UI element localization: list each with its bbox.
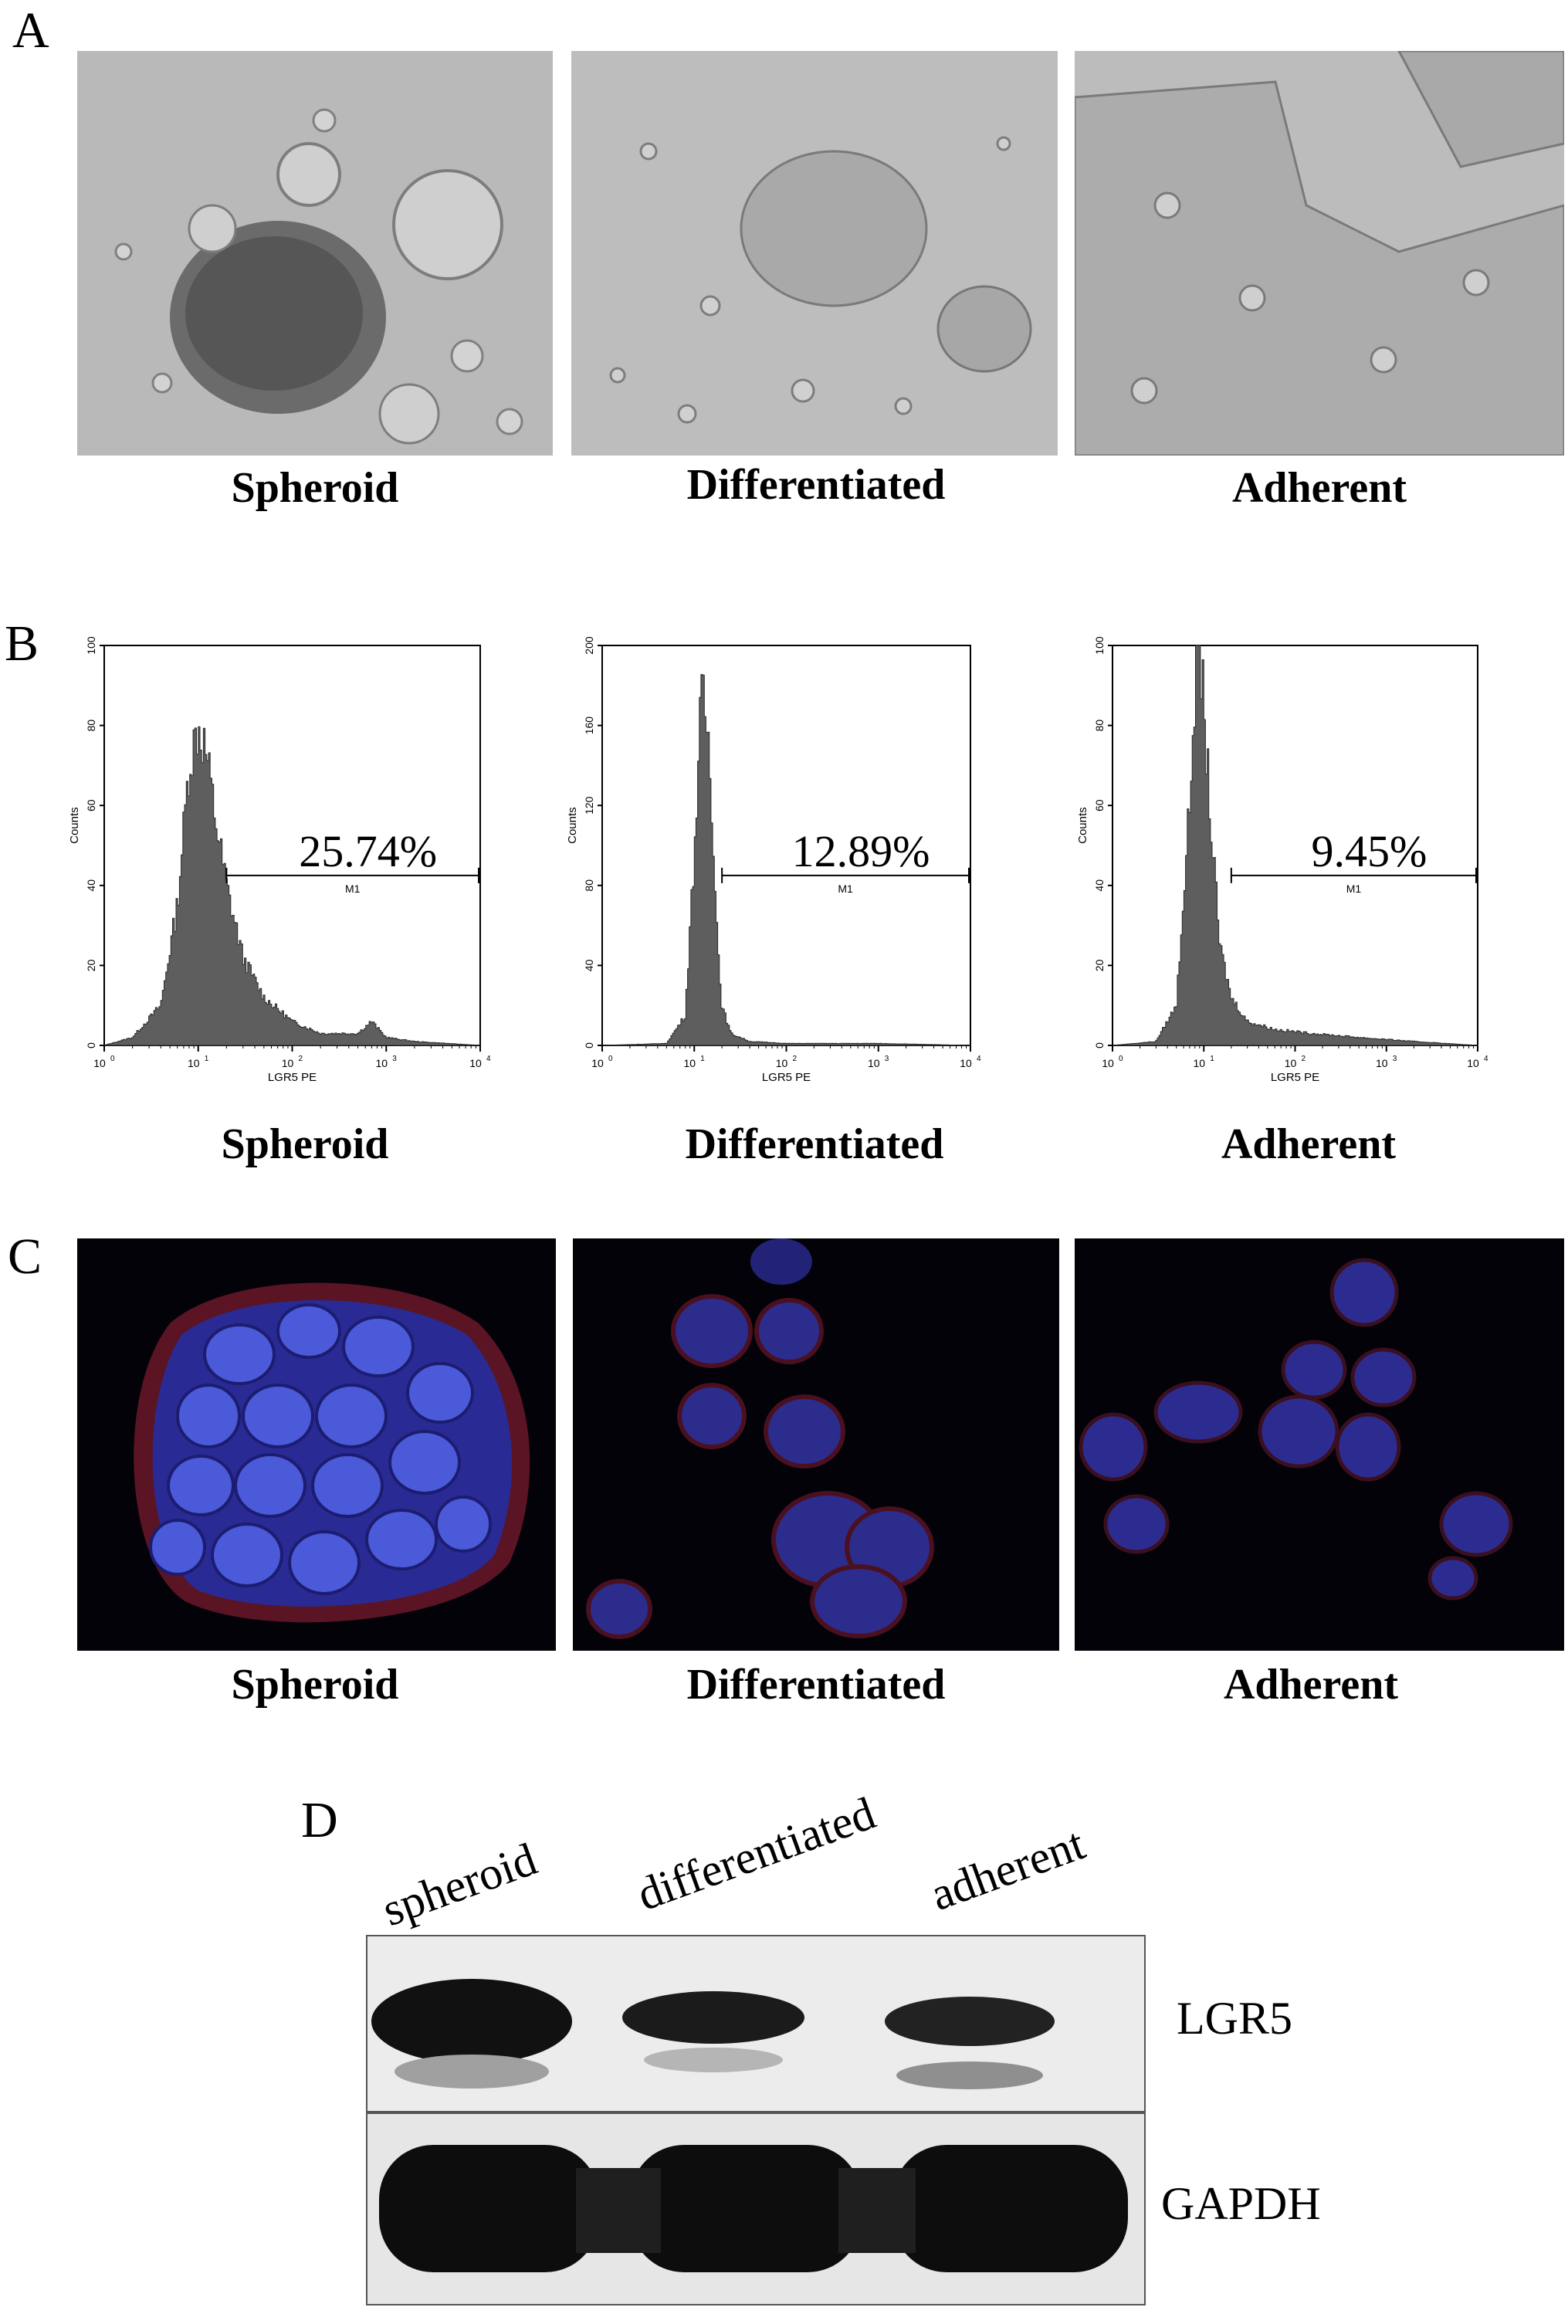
caption-c-adherent: Adherent: [1223, 1661, 1399, 1709]
caption-a-adherent: Adherent: [1231, 464, 1407, 512]
western-blot-lgr5: [366, 1935, 1146, 2112]
y-tick-label: 60: [85, 799, 97, 811]
histogram-area: [103, 726, 481, 1046]
panel-label-a: A: [12, 2, 49, 59]
x-tick-label: 10: [960, 1057, 972, 1069]
flow-histogram-differentiated: 0 40 80 120 160 200 Counts 10 0 10 1 10 2 10 3 10 4 LGR5 …: [533, 633, 1042, 1084]
x-tick-exponent: 4: [977, 1055, 981, 1063]
y-tick-label: 80: [85, 720, 97, 732]
x-axis-label: LGR5 PE: [1271, 1071, 1319, 1084]
x-tick-exponent: 1: [205, 1055, 209, 1063]
x-tick-label: 10: [1193, 1057, 1205, 1069]
x-tick-label: 10: [469, 1057, 482, 1069]
y-tick-label: 100: [1093, 636, 1106, 655]
panel-label-b: B: [5, 615, 39, 672]
histogram-area: [1112, 645, 1478, 1046]
band-label-gapdh: GAPDH: [1161, 2178, 1321, 2229]
panel-label-c: C: [8, 1228, 42, 1285]
band-label-lgr5: LGR5: [1177, 1993, 1292, 2044]
x-tick-exponent: 3: [1393, 1055, 1397, 1063]
x-tick-exponent: 4: [1484, 1055, 1488, 1063]
caption-c-differentiated: Differentiated: [686, 1661, 946, 1709]
x-tick-exponent: 2: [299, 1055, 303, 1063]
y-tick-label: 40: [85, 879, 97, 892]
y-tick-label: 120: [583, 796, 595, 815]
y-tick-label: 0: [583, 1042, 595, 1049]
caption-b-spheroid: Spheroid: [221, 1120, 389, 1168]
x-tick-label: 10: [93, 1057, 106, 1069]
x-tick-exponent: 1: [700, 1055, 705, 1063]
y-tick-label: 0: [1093, 1042, 1106, 1049]
plot-frame: [1112, 645, 1478, 1046]
x-tick-label: 10: [1376, 1057, 1388, 1069]
x-tick-label: 10: [776, 1057, 788, 1069]
x-tick-exponent: 3: [392, 1055, 397, 1063]
x-tick-exponent: 1: [1210, 1055, 1214, 1063]
gate-percentage: 25.74%: [299, 826, 437, 876]
caption-a-spheroid: Spheroid: [231, 464, 399, 512]
confocal-image-differentiated: [573, 1238, 1059, 1651]
caption-a-differentiated: Differentiated: [686, 461, 946, 509]
y-tick-label: 20: [1093, 959, 1106, 971]
y-axis-label: Counts: [1076, 807, 1089, 844]
x-tick-label: 10: [1285, 1057, 1297, 1069]
y-tick-label: 20: [85, 959, 97, 971]
y-tick-label: 200: [583, 636, 595, 655]
x-tick-exponent: 0: [608, 1055, 613, 1063]
x-tick-exponent: 0: [110, 1055, 115, 1063]
x-axis-label: LGR5 PE: [268, 1071, 317, 1084]
lane-label-spheroid: spheroid: [375, 1833, 544, 1936]
gate-percentage: 9.45%: [1312, 826, 1427, 876]
x-tick-exponent: 4: [486, 1055, 491, 1063]
brightfield-image-spheroid: [77, 51, 553, 456]
x-axis-label: LGR5 PE: [762, 1071, 811, 1084]
x-tick-label: 10: [375, 1057, 388, 1069]
x-tick-label: 10: [282, 1057, 294, 1069]
lane-label-adherent: adherent: [923, 1818, 1092, 1921]
x-tick-label: 10: [188, 1057, 200, 1069]
flow-histogram-adherent: 0 20 40 60 80 100 Counts 10 0 10 1 10 2 10 3 10 4 LGR5 PE…: [1038, 633, 1555, 1084]
y-tick-label: 40: [583, 959, 595, 971]
brightfield-image-adherent: [1075, 51, 1564, 456]
y-tick-label: 0: [85, 1042, 97, 1049]
y-tick-label: 40: [1093, 879, 1106, 892]
histogram-area: [602, 674, 970, 1046]
lane-label-differentiated: differentiated: [630, 1787, 882, 1921]
y-tick-label: 100: [85, 636, 97, 655]
x-tick-exponent: 0: [1119, 1055, 1123, 1063]
x-tick-label: 10: [1467, 1057, 1479, 1069]
y-tick-label: 80: [1093, 720, 1106, 732]
caption-c-spheroid: Spheroid: [231, 1661, 399, 1709]
caption-b-adherent: Adherent: [1221, 1120, 1397, 1168]
x-tick-label: 10: [1102, 1057, 1114, 1069]
x-tick-exponent: 2: [793, 1055, 798, 1063]
y-tick-label: 60: [1093, 799, 1106, 811]
confocal-image-adherent: [1075, 1238, 1564, 1651]
y-axis-label: Counts: [566, 807, 579, 844]
gate-percentage: 12.89%: [792, 826, 930, 876]
x-tick-exponent: 3: [885, 1055, 889, 1063]
x-tick-label: 10: [591, 1057, 604, 1069]
y-tick-label: 80: [583, 879, 595, 892]
y-tick-label: 160: [583, 717, 595, 735]
caption-b-differentiated: Differentiated: [685, 1120, 944, 1168]
gate-label: M1: [1346, 883, 1362, 895]
x-tick-label: 10: [868, 1057, 880, 1069]
plot-frame: [601, 645, 971, 1046]
x-tick-label: 10: [683, 1057, 696, 1069]
flow-histogram-spheroid: 0 20 40 60 80 100 Counts 10 0 10 1 10 2 10 3 10 4 LGR5 PE…: [31, 633, 540, 1084]
y-axis-label: Counts: [68, 807, 81, 844]
brightfield-image-differentiated: [571, 51, 1058, 456]
gate-label: M1: [838, 883, 853, 895]
western-blot-gapdh: [366, 2112, 1146, 2305]
gate-label: M1: [345, 883, 361, 895]
x-tick-exponent: 2: [1302, 1055, 1306, 1063]
panel-label-d: D: [301, 1792, 338, 1848]
confocal-image-spheroid: [77, 1238, 556, 1651]
